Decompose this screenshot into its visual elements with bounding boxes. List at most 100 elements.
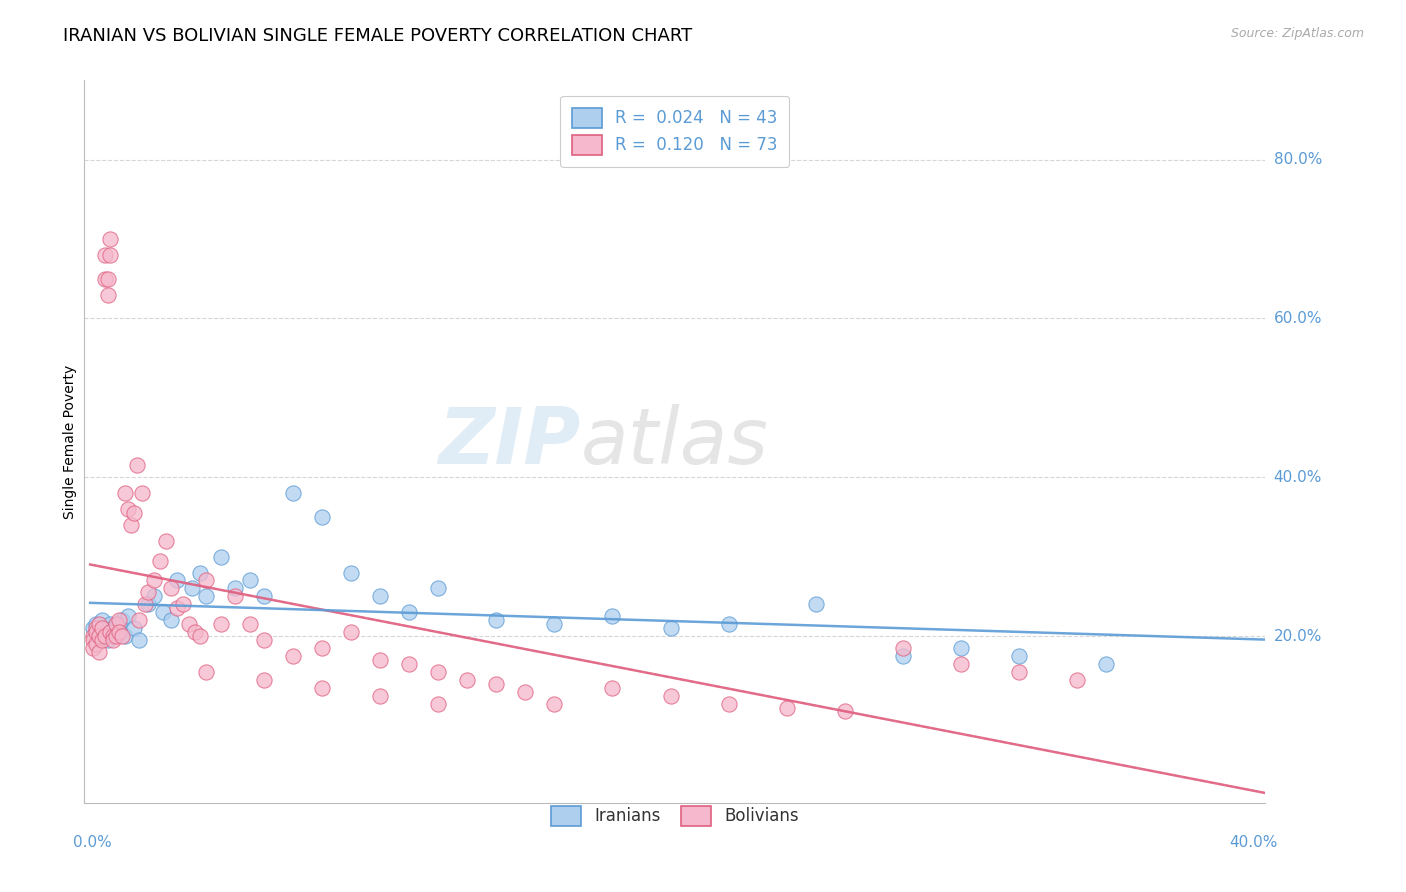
Point <box>155 533 177 548</box>
Legend: Iranians, Bolivians: Iranians, Bolivians <box>540 794 810 838</box>
Point <box>717 697 740 711</box>
Point <box>87 629 110 643</box>
Point <box>195 665 218 679</box>
Point <box>82 633 104 648</box>
Point <box>370 590 392 604</box>
Text: atlas: atlas <box>581 403 768 480</box>
Text: 0.0%: 0.0% <box>73 835 111 850</box>
Point <box>427 665 450 679</box>
Point <box>239 617 262 632</box>
Point <box>283 648 305 663</box>
Point <box>602 609 624 624</box>
Point <box>90 613 112 627</box>
Point <box>891 648 914 663</box>
Point <box>143 574 166 588</box>
Point <box>90 633 112 648</box>
Point <box>136 597 159 611</box>
Point <box>134 597 156 611</box>
Point <box>82 640 104 655</box>
Y-axis label: Single Female Poverty: Single Female Poverty <box>63 365 77 518</box>
Point <box>659 621 682 635</box>
Point <box>311 681 333 695</box>
Point <box>125 458 148 473</box>
Point <box>103 633 125 648</box>
Point <box>84 637 107 651</box>
Point <box>1008 665 1031 679</box>
Point <box>160 613 183 627</box>
Point <box>543 617 565 632</box>
Point <box>949 657 972 671</box>
Point <box>120 517 142 532</box>
Point <box>209 617 232 632</box>
Point <box>97 633 120 648</box>
Point <box>103 629 125 643</box>
Point <box>114 629 136 643</box>
Text: ZIP: ZIP <box>439 403 581 480</box>
Point <box>166 574 188 588</box>
Point <box>1066 673 1088 687</box>
Point <box>82 621 104 635</box>
Point <box>108 613 131 627</box>
Point <box>253 590 276 604</box>
Point <box>105 625 128 640</box>
Point <box>398 605 420 619</box>
Point <box>485 613 508 627</box>
Point <box>195 590 218 604</box>
Point <box>311 510 333 524</box>
Point <box>108 625 131 640</box>
Point <box>804 597 827 611</box>
Point <box>949 640 972 655</box>
Point <box>195 574 218 588</box>
Point <box>717 617 740 632</box>
Point <box>224 590 246 604</box>
Point <box>602 681 624 695</box>
Point <box>152 605 174 619</box>
Point <box>97 287 120 301</box>
Point <box>311 640 333 655</box>
Point <box>117 502 139 516</box>
Point <box>370 653 392 667</box>
Point <box>149 554 172 568</box>
Point <box>117 609 139 624</box>
Text: IRANIAN VS BOLIVIAN SINGLE FEMALE POVERTY CORRELATION CHART: IRANIAN VS BOLIVIAN SINGLE FEMALE POVERT… <box>63 27 693 45</box>
Point <box>543 697 565 711</box>
Point <box>87 625 110 640</box>
Text: 80.0%: 80.0% <box>1274 153 1322 167</box>
Point <box>891 640 914 655</box>
Point <box>177 617 200 632</box>
Point <box>239 574 262 588</box>
Point <box>283 486 305 500</box>
Point <box>93 248 115 262</box>
Point <box>659 689 682 703</box>
Point <box>456 673 478 687</box>
Point <box>1094 657 1116 671</box>
Point <box>224 582 246 596</box>
Text: 20.0%: 20.0% <box>1274 629 1322 643</box>
Point <box>100 248 122 262</box>
Point <box>1008 648 1031 663</box>
Point <box>103 621 125 635</box>
Point <box>340 625 363 640</box>
Point <box>340 566 363 580</box>
Point <box>84 625 107 640</box>
Text: 40.0%: 40.0% <box>1274 470 1322 484</box>
Point <box>100 617 122 632</box>
Point <box>93 629 115 643</box>
Point <box>370 689 392 703</box>
Point <box>515 684 537 698</box>
Point <box>485 676 508 690</box>
Point <box>834 705 856 719</box>
Point <box>100 232 122 246</box>
Point <box>105 629 128 643</box>
Point <box>122 621 145 635</box>
Point <box>172 597 194 611</box>
Point <box>190 629 212 643</box>
Point <box>90 621 112 635</box>
Text: 40.0%: 40.0% <box>1229 835 1277 850</box>
Point <box>398 657 420 671</box>
Point <box>82 629 104 643</box>
Point <box>131 486 153 500</box>
Point <box>136 585 159 599</box>
Text: Source: ZipAtlas.com: Source: ZipAtlas.com <box>1230 27 1364 40</box>
Point <box>427 582 450 596</box>
